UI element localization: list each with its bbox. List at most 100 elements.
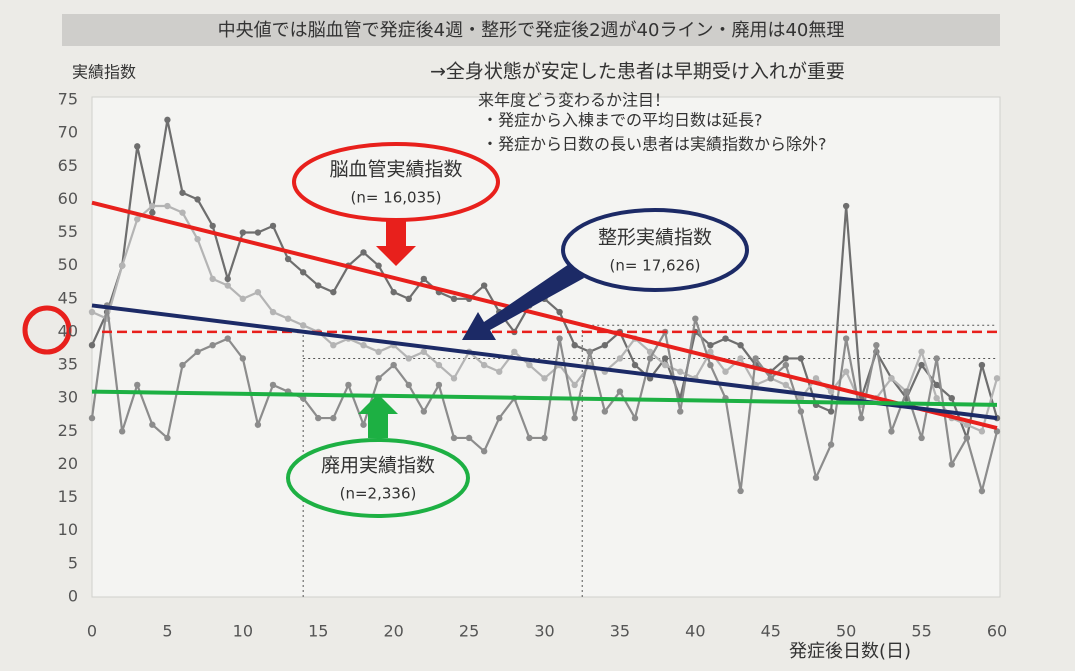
- y-tick-label: 0: [68, 587, 78, 606]
- data-point: [299, 269, 307, 276]
- data-point: [194, 348, 201, 356]
- data-point: [224, 282, 231, 289]
- data-point: [269, 381, 277, 389]
- data-point: [918, 348, 925, 356]
- callout-arrow: [358, 394, 398, 438]
- data-point: [767, 375, 774, 382]
- data-point: [722, 368, 729, 375]
- data-point: [330, 414, 337, 422]
- data-point: [179, 189, 186, 196]
- data-point: [405, 295, 412, 302]
- data-point: [209, 275, 216, 283]
- data-point: [692, 315, 699, 322]
- annotation: ・発症から入棟までの平均日数は延長?: [482, 111, 763, 130]
- data-point: [480, 282, 488, 289]
- callout-label: 脳血管実績指数: [329, 159, 462, 181]
- data-point: [556, 308, 563, 316]
- trend-line: [91, 200, 998, 430]
- data-point: [390, 288, 397, 296]
- data-point: [827, 388, 835, 395]
- annotation: ・発症から日数の長い患者は実績指数から除外?: [482, 135, 827, 154]
- data-point: [254, 288, 262, 296]
- data-point: [88, 308, 96, 316]
- data-point: [782, 361, 790, 369]
- y-tick-label: 55: [58, 222, 78, 241]
- data-point: [360, 249, 367, 256]
- y-tick-label: 5: [68, 553, 78, 572]
- data-point: [88, 414, 96, 422]
- x-tick-label: 25: [459, 622, 479, 641]
- x-tick-label: 0: [87, 622, 97, 641]
- data-point: [254, 229, 262, 236]
- data-point: [737, 487, 744, 495]
- data-point: [179, 209, 186, 216]
- plot-area: [91, 96, 1001, 598]
- data-point: [888, 428, 895, 435]
- x-axis-label: 発症後日数(日): [789, 641, 911, 662]
- data-point: [496, 414, 503, 422]
- data-point: [496, 368, 503, 375]
- data-point: [435, 381, 443, 389]
- data-point: [390, 361, 397, 369]
- annotation: 来年度どう変わるか注目！: [478, 91, 670, 110]
- y-tick-label: 60: [58, 189, 78, 208]
- data-point: [239, 355, 247, 362]
- data-point: [661, 355, 669, 362]
- data-point: [239, 229, 247, 236]
- data-point: [827, 441, 835, 448]
- data-point: [827, 408, 835, 415]
- data-point: [933, 381, 940, 389]
- y-tick-label: 25: [58, 421, 78, 440]
- data-point: [737, 341, 744, 349]
- data-point: [360, 341, 367, 349]
- data-point: [616, 355, 624, 362]
- data-point: [707, 348, 714, 356]
- data-point: [993, 428, 1001, 435]
- data-point: [360, 421, 367, 428]
- data-point: [842, 335, 850, 342]
- trend-line: [91, 389, 998, 407]
- trend-line: [91, 303, 998, 421]
- data-point: [948, 395, 955, 402]
- data-point: [224, 275, 231, 283]
- callout-ellipse: [286, 438, 470, 518]
- data-point: [164, 434, 171, 442]
- callout-arrow: [462, 262, 584, 340]
- data-point: [782, 381, 790, 389]
- data-point: [888, 375, 895, 382]
- data-point: [918, 434, 925, 442]
- data-point: [978, 361, 986, 369]
- data-point: [118, 428, 126, 435]
- data-point: [254, 421, 262, 428]
- data-point: [631, 361, 639, 369]
- callout-ellipse: [292, 142, 500, 222]
- data-point: [450, 375, 458, 382]
- callout-ellipse: [561, 208, 749, 292]
- highlight-circle: [22, 305, 72, 355]
- data-point: [948, 461, 955, 468]
- x-tick-label: 50: [836, 622, 856, 641]
- data-point: [149, 209, 156, 216]
- data-point: [812, 375, 820, 382]
- data-point: [164, 202, 171, 210]
- y-tick-label: 10: [58, 520, 78, 539]
- data-point: [465, 434, 473, 442]
- data-point: [269, 222, 277, 230]
- y-tick-label: 30: [58, 388, 78, 407]
- data-point: [707, 361, 714, 369]
- data-point: [450, 295, 458, 302]
- x-tick-label: 30: [534, 622, 554, 641]
- data-point: [978, 487, 986, 495]
- data-point: [315, 282, 322, 289]
- data-point: [571, 381, 578, 389]
- data-point: [586, 348, 593, 356]
- x-tick-label: 35: [610, 622, 630, 641]
- callout-arrow: [376, 220, 416, 266]
- y-tick-label: 65: [58, 156, 78, 175]
- data-point: [842, 368, 850, 375]
- data-point: [903, 388, 910, 395]
- data-point: [752, 355, 759, 362]
- data-point: [601, 341, 609, 349]
- data-point: [782, 355, 790, 362]
- data-point: [284, 315, 292, 322]
